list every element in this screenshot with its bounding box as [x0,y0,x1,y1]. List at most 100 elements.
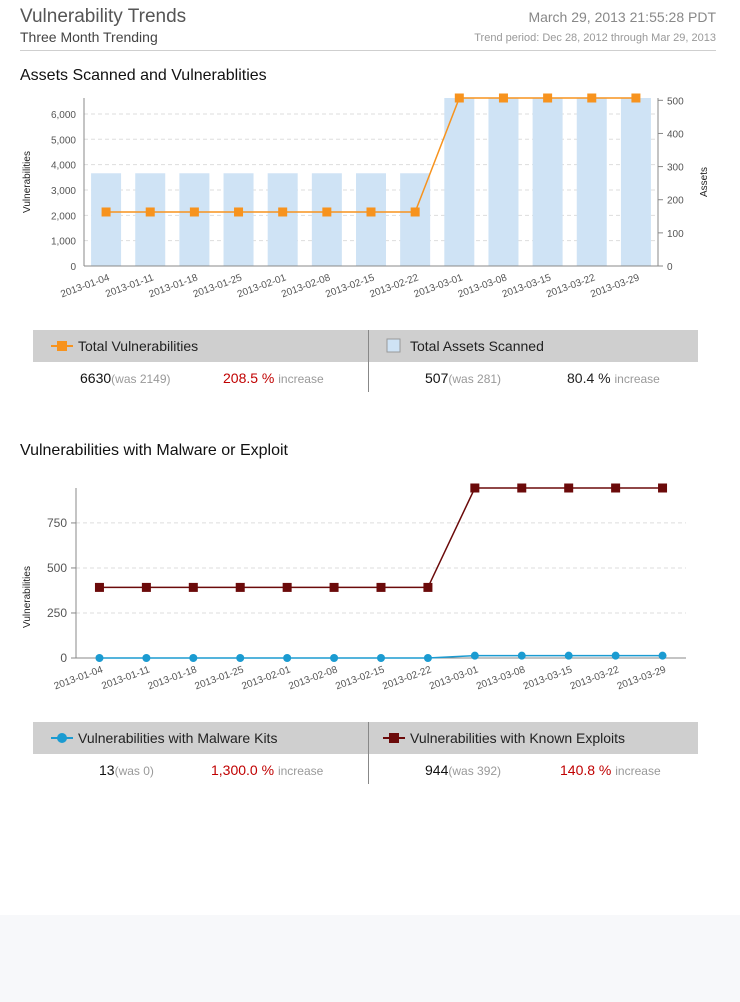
legend-label: Total Vulnerabilities [78,338,199,354]
point-known-exploits [564,483,574,493]
bar-total-vulnerabilities [576,98,607,266]
y2-tick-label: 200 [667,196,684,207]
x-tick-label: 2013-02-15 [334,664,386,692]
pct-total-vulnerabilities: 208.5 % increase [223,370,324,386]
pct-value: 140.8 % [560,762,612,778]
stat-value: 6630 [80,370,112,386]
stat-malware-kits: 13(was 0) [99,762,154,778]
y-tick-label: 0 [70,262,76,273]
x-tick-label: 2013-03-01 [413,272,465,300]
orange-line-square-icon [51,341,73,351]
assets-vulnerabilities-chart: 0 1,000 2,000 3,000 4,000 5,000 6,000 0 100 200 30… [22,93,710,300]
y-tick-label: 750 [47,516,67,530]
point-malware-kits [517,651,526,660]
pct-word: increase [615,764,661,778]
point-total-assets [145,207,155,217]
blue-line-circle-icon [51,733,73,743]
x-tick-label: 2013-02-22 [381,664,433,692]
point-malware-kits [423,654,432,662]
line-known-exploits [99,487,663,589]
x-tick-label: 2013-01-25 [193,664,245,692]
x-tick-label: 2013-02-15 [324,272,376,300]
pct-total-assets: 80.4 % increase [567,370,660,386]
pct-value: 208.5 % [223,370,275,386]
bar-total-vulnerabilities [179,173,210,266]
point-known-exploits [141,582,151,592]
x-tick-label: 2013-03-29 [589,272,641,300]
x-tick-label: 2013-01-18 [148,272,200,300]
y2-tick-label: 300 [667,163,684,174]
x-tick-label: 2013-03-15 [522,664,574,692]
bar-total-vulnerabilities [91,173,122,266]
report-header: Vulnerability Trends Three Month Trendin… [20,6,716,51]
x-tick-label: 2013-01-11 [104,272,156,300]
x-tick-label: 2013-03-15 [501,272,553,300]
legend-total-vulnerabilities: Total Vulnerabilities [33,330,368,362]
bar-total-vulnerabilities [356,173,386,266]
point-total-assets [543,93,553,103]
bar-total-vulnerabilities [267,173,298,266]
stat-was: (was 2149) [111,372,171,386]
y2-tick-label: 400 [667,129,684,140]
y-tick-label: 500 [47,561,67,575]
x-tick-label: 2013-02-01 [236,272,288,300]
point-total-assets [631,93,641,103]
point-total-assets [101,207,111,217]
point-total-assets [366,207,376,217]
bar-total-vulnerabilities [135,173,166,266]
pct-value: 1,300.0 % [211,762,275,778]
y-tick-label: 0 [60,651,67,665]
point-malware-kits [283,654,292,662]
darkred-line-square-icon [383,733,405,743]
bar-total-vulnerabilities [444,98,475,266]
x-tick-label: 2013-02-08 [287,664,339,692]
trend-period: Trend period: Dec 28, 2012 through Mar 2… [474,32,716,44]
point-malware-kits [611,651,620,660]
point-malware-kits [470,651,479,660]
legend-known-exploits: Vulnerabilities with Known Exploits [369,722,698,754]
y-tick-label: 3,000 [51,186,76,197]
y-tick-label: 1,000 [51,237,76,248]
y2-tick-label: 100 [667,229,684,240]
footer-panel [0,915,740,1002]
point-known-exploits [282,582,292,592]
point-total-assets [189,207,199,217]
x-tick-label: 2013-01-04 [59,272,111,300]
bar-total-vulnerabilities [223,173,254,266]
stat-total-vulnerabilities: 6630(was 2149) [80,370,171,386]
assets-legend: Total Vulnerabilities Total Assets Scann… [33,330,698,394]
legend-label: Total Assets Scanned [410,338,544,354]
stat-value: 944 [425,762,449,778]
point-total-assets [410,207,420,217]
legend-divider [368,330,369,392]
point-known-exploits [188,582,198,592]
stat-value: 13 [99,762,115,778]
point-malware-kits [564,651,573,660]
x-tick-label: 2013-02-22 [368,272,420,300]
light-blue-square-icon [386,338,401,353]
point-known-exploits [376,582,386,592]
section-title-assets: Assets Scanned and Vulnerablities [20,67,267,84]
point-known-exploits [94,582,104,592]
malware-exploit-chart: 0 250 500 750 2013-01-042013-01-112013-01-18… [22,483,686,692]
stat-was: (was 0) [114,764,154,778]
legend-divider [368,722,369,784]
point-malware-kits [189,654,198,662]
bar-total-vulnerabilities [620,98,651,266]
bar-total-vulnerabilities [311,173,342,266]
point-malware-kits [236,654,245,662]
legend-label: Vulnerabilities with Malware Kits [78,730,278,746]
point-known-exploits [611,483,621,493]
bar-total-vulnerabilities [532,98,563,266]
point-malware-kits [658,651,667,660]
point-malware-kits [142,654,151,662]
legend-total-assets: Total Assets Scanned [369,330,698,362]
point-total-assets [322,207,332,217]
y-tick-label: 6,000 [51,110,76,121]
point-malware-kits [330,654,339,662]
x-tick-label: 2013-03-08 [457,272,509,300]
x-tick-label: 2013-03-22 [569,664,621,692]
point-total-assets [234,207,244,217]
x-tick-label: 2013-03-22 [545,272,597,300]
legend-malware-kits: Vulnerabilities with Malware Kits [33,722,368,754]
